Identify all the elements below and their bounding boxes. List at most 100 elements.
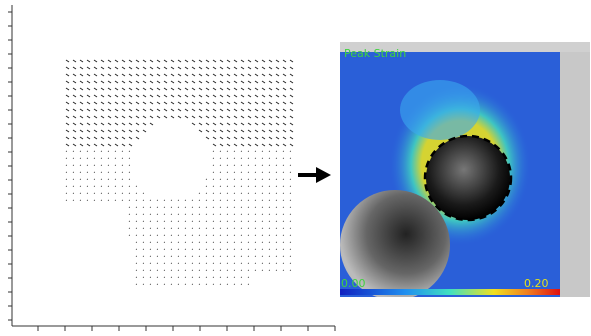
vector (79, 129, 84, 133)
vector (142, 220, 145, 222)
vector (149, 66, 154, 70)
vector (163, 66, 168, 70)
vector (191, 283, 194, 285)
vector (177, 269, 180, 271)
vector (254, 185, 257, 187)
vector (198, 248, 201, 250)
vector (226, 227, 229, 229)
vector (114, 80, 119, 84)
vector (198, 129, 203, 133)
vector (226, 192, 229, 194)
vector (121, 178, 124, 180)
vector (233, 213, 236, 215)
vector (128, 143, 133, 147)
vector (212, 269, 215, 271)
vector (163, 283, 166, 285)
vector (170, 80, 175, 84)
colorbar (340, 289, 560, 295)
vector (261, 73, 266, 77)
vector (282, 213, 285, 215)
vector (107, 185, 110, 187)
vector (219, 157, 222, 159)
vector (79, 171, 82, 173)
vector (149, 206, 152, 208)
vector (205, 220, 208, 222)
vector (135, 80, 140, 84)
vector (289, 227, 292, 229)
vector (100, 94, 105, 98)
vector (198, 73, 203, 77)
vector (219, 248, 222, 250)
vector (177, 220, 180, 222)
vector (233, 101, 238, 105)
vector (163, 234, 166, 236)
vector (289, 255, 292, 257)
vector (163, 213, 166, 215)
vector (261, 199, 264, 201)
vector (233, 115, 238, 119)
vector (149, 101, 154, 105)
vector (205, 248, 208, 250)
vector (275, 185, 278, 187)
vector (240, 66, 245, 70)
vector (282, 171, 285, 173)
vector (275, 248, 278, 250)
vector (261, 262, 264, 264)
vector (268, 192, 271, 194)
vector (226, 122, 231, 126)
vector (128, 164, 131, 166)
vector (184, 220, 187, 222)
vector (268, 101, 273, 105)
vector (93, 192, 96, 194)
vector (177, 66, 182, 70)
vector (142, 199, 145, 201)
vector (198, 206, 201, 208)
vector (121, 73, 126, 77)
vector (191, 241, 194, 243)
vector (205, 73, 210, 77)
vector (93, 101, 98, 105)
vector (156, 108, 161, 112)
vector (282, 199, 285, 201)
vector (128, 122, 133, 126)
vector (72, 59, 77, 63)
vector (233, 185, 236, 187)
vector (65, 157, 68, 159)
vector (149, 108, 154, 112)
vector (212, 66, 217, 70)
vector (198, 269, 201, 271)
vector (240, 213, 243, 215)
vector (233, 136, 238, 140)
vector (226, 150, 229, 152)
vector (114, 115, 119, 119)
vector (219, 59, 224, 63)
vector (163, 206, 166, 208)
vector (226, 80, 231, 84)
vector (72, 185, 75, 187)
vector (261, 178, 264, 180)
vector (219, 206, 222, 208)
vector (86, 157, 89, 159)
vector (65, 101, 70, 105)
vector (114, 199, 117, 201)
vector (254, 157, 257, 159)
vector (219, 199, 222, 201)
vector (198, 234, 201, 236)
vector (254, 59, 259, 63)
vector (191, 115, 196, 119)
vector (247, 213, 250, 215)
vector (261, 150, 264, 152)
vector (184, 262, 187, 264)
vector (86, 94, 91, 98)
vector (261, 87, 266, 91)
vector (170, 206, 173, 208)
vector (261, 115, 266, 119)
vector (170, 199, 173, 201)
vector (86, 66, 91, 70)
vector (268, 171, 271, 173)
vector (128, 87, 133, 91)
vector (93, 94, 98, 98)
vector (114, 157, 117, 159)
vector (163, 227, 166, 229)
vector (142, 87, 147, 91)
